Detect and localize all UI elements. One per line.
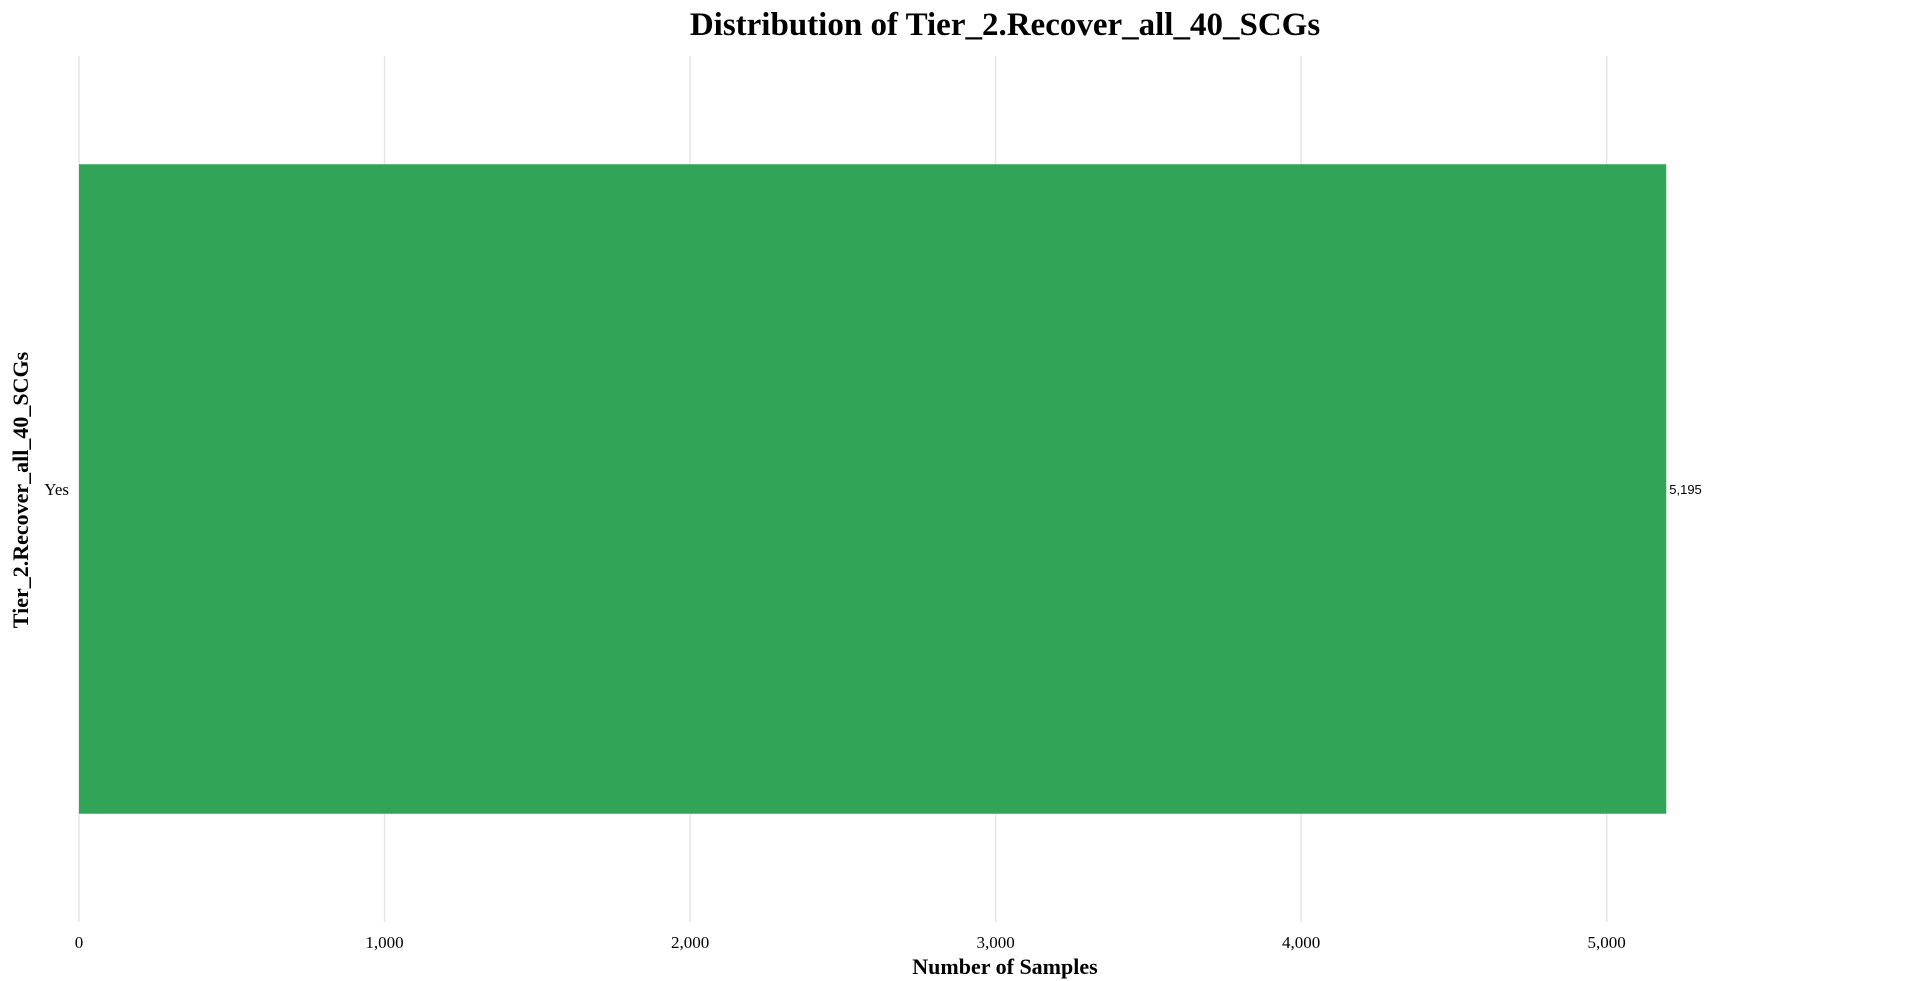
bar xyxy=(79,164,1667,814)
data-labels: 5,195 xyxy=(1669,482,1702,497)
bars xyxy=(79,164,1667,814)
x-tick-label: 4,000 xyxy=(1282,933,1320,952)
bar-value-label: 5,195 xyxy=(1669,482,1702,497)
x-tick-label: 0 xyxy=(75,933,84,952)
x-tick-label: 2,000 xyxy=(671,933,709,952)
y-axis-title: Tier_2.Recover_all_40_SCGs xyxy=(8,351,33,628)
x-tick-label: 1,000 xyxy=(365,933,403,952)
x-tick-label: 3,000 xyxy=(976,933,1014,952)
chart-title: Distribution of Tier_2.Recover_all_40_SC… xyxy=(690,7,1320,43)
x-axis-ticks: 0 1,000 2,000 3,000 4,000 5,000 xyxy=(75,933,1626,952)
x-axis-title: Number of Samples xyxy=(912,954,1098,979)
x-tick-label: 5,000 xyxy=(1588,933,1626,952)
y-tick-label: Yes xyxy=(44,480,69,499)
y-axis-ticks: Yes xyxy=(44,480,69,499)
